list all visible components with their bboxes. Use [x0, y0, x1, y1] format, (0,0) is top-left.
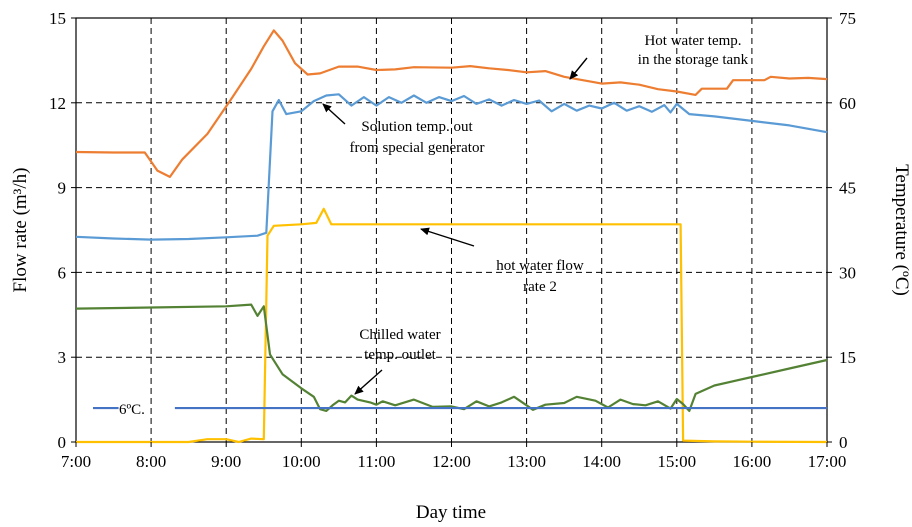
x-tick-label: 8:00	[136, 452, 166, 471]
series-layer	[75, 29, 828, 444]
right-tick-label: 0	[839, 433, 848, 452]
annotation-line: temp. outlet	[364, 347, 436, 363]
annotation-arrow	[569, 57, 588, 80]
annotation-solution-temp: Solution temp. out from special generator	[322, 103, 485, 156]
left-tick-label: 12	[49, 94, 66, 113]
x-tick-label: 17:00	[808, 452, 847, 471]
x-axis-title: Day time	[416, 502, 486, 523]
x-tick-label: 13:00	[507, 452, 546, 471]
left-tick-label: 15	[49, 9, 66, 28]
x-tick-label: 11:00	[357, 452, 395, 471]
annotation-line: in the storage tank	[638, 52, 749, 68]
annotation-6c: 6ºC.	[119, 402, 145, 418]
annotations: Hot water temp. in the storage tank Soluti…	[119, 33, 749, 418]
annotation-line: from special generator	[350, 140, 485, 156]
right-tick-label: 60	[839, 94, 856, 113]
x-tick-label: 10:00	[282, 452, 321, 471]
annotation-arrow	[420, 227, 475, 247]
annotation-chilled-water-temp: Chilled water temp. outlet	[354, 327, 441, 395]
annotation-line: 6ºC.	[119, 402, 145, 418]
x-tick-label: 16:00	[733, 452, 772, 471]
annotation-arrow	[354, 369, 383, 395]
x-tick-label: 12:00	[432, 452, 471, 471]
right-tick-label: 30	[839, 263, 856, 282]
annotation-hot-water-flow: hot water flow rate 2	[420, 227, 584, 295]
x-tick-label: 9:00	[211, 452, 241, 471]
left-tick-label: 6	[58, 263, 67, 282]
x-tick-label: 14:00	[582, 452, 621, 471]
x-tick-label: 7:00	[61, 452, 91, 471]
tick-labels: 7:00 8:00 9:00 10:00 11:00 12:00 13:00 14:00 15:…	[49, 9, 856, 471]
annotation-arrow	[322, 103, 346, 125]
left-tick-label: 9	[58, 179, 67, 198]
annotation-line: hot water flow	[496, 258, 584, 274]
left-tick-label: 0	[58, 433, 67, 452]
annotation-hot-water-temp: Hot water temp. in the storage tank	[569, 33, 749, 80]
series-hot-water-temp	[75, 29, 828, 178]
annotation-line: Hot water temp.	[644, 33, 741, 49]
right-tick-label: 15	[839, 348, 856, 367]
series-solution-temp	[75, 93, 828, 241]
annotation-line: rate 2	[523, 279, 557, 295]
x-tick-label: 15:00	[657, 452, 696, 471]
right-axis-title: Temperature (ºC)	[891, 164, 912, 296]
series-hot-water-flow	[76, 207, 828, 444]
annotation-line: Chilled water	[359, 327, 440, 343]
right-tick-label: 45	[839, 179, 856, 198]
annotation-line: Solution temp. out	[361, 119, 473, 135]
right-tick-label: 75	[839, 9, 856, 28]
left-axis-title: Flow rate (m³/h)	[10, 168, 31, 293]
gridlines	[76, 18, 827, 442]
left-tick-label: 3	[58, 348, 67, 367]
